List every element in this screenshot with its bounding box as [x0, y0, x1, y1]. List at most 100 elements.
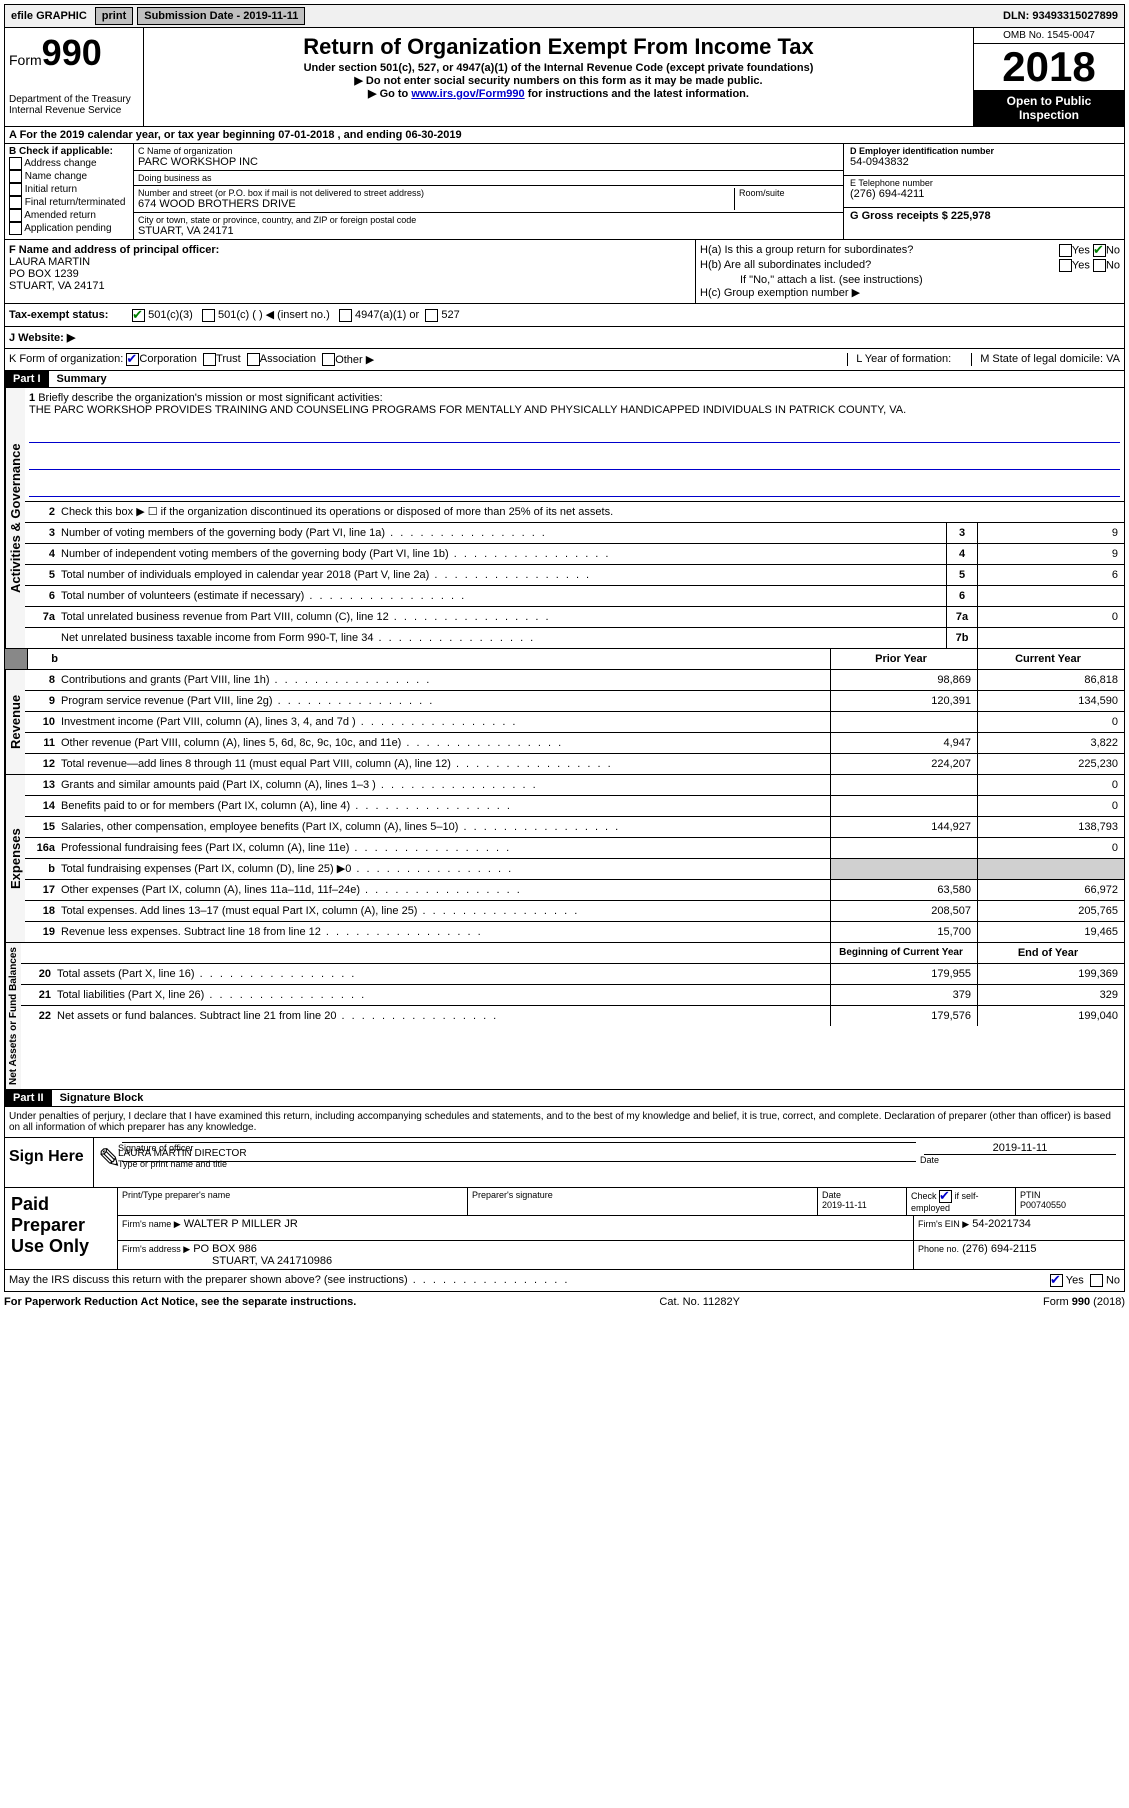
col-de: D Employer identification number 54-0943…: [843, 144, 1124, 239]
chk-501c[interactable]: [202, 309, 215, 322]
ha-yes[interactable]: [1059, 244, 1072, 257]
summary-rev-hdr: b Prior Year Current Year: [4, 649, 1125, 670]
irs-no[interactable]: [1090, 1274, 1103, 1287]
form-number: 990: [42, 32, 102, 73]
chk-amended[interactable]: Amended return: [9, 209, 129, 222]
chk-assoc[interactable]: [247, 353, 260, 366]
data-line: 11Other revenue (Part VIII, column (A), …: [25, 733, 1124, 754]
gov-line: 5Total number of individuals employed in…: [25, 565, 1124, 586]
hb-yes[interactable]: [1059, 259, 1072, 272]
data-line: 9Program service revenue (Part VIII, lin…: [25, 691, 1124, 712]
dba-label: Doing business as: [138, 173, 839, 183]
prior-year-hdr: Prior Year: [830, 649, 977, 669]
chk-address-change[interactable]: Address change: [9, 157, 129, 170]
prep-h2: Preparer's signature: [468, 1188, 818, 1215]
officer-addr2: STUART, VA 24171: [9, 280, 691, 292]
data-line: 13Grants and similar amounts paid (Part …: [25, 775, 1124, 796]
tab-revenue: Revenue: [5, 670, 25, 774]
org-name: PARC WORKSHOP INC: [138, 156, 839, 168]
page-footer: For Paperwork Reduction Act Notice, see …: [4, 1292, 1125, 1312]
chk-final-return[interactable]: Final return/terminated: [9, 196, 129, 209]
form-word: Form: [9, 52, 42, 68]
d-label: D Employer identification number: [850, 146, 1118, 156]
chk-corp[interactable]: [126, 353, 139, 366]
begin-year-hdr: Beginning of Current Year: [830, 943, 977, 963]
chk-527[interactable]: [425, 309, 438, 322]
officer-addr1: PO BOX 1239: [9, 268, 691, 280]
row-i: Tax-exempt status: 501(c)(3) 501(c) ( ) …: [4, 304, 1125, 327]
data-line: bTotal fundraising expenses (Part IX, co…: [25, 859, 1124, 880]
chk-application-pending[interactable]: Application pending: [9, 222, 129, 235]
data-line: 12Total revenue—add lines 8 through 11 (…: [25, 754, 1124, 774]
data-line: 17Other expenses (Part IX, column (A), l…: [25, 880, 1124, 901]
ein-value: 54-0943832: [850, 156, 1118, 168]
col-h: H(a) Is this a group return for subordin…: [696, 240, 1124, 303]
f-label: F Name and address of principal officer:: [9, 244, 691, 256]
data-line: 22Net assets or fund balances. Subtract …: [21, 1006, 1124, 1026]
irs-yes[interactable]: [1050, 1274, 1063, 1287]
gov-line: 2Check this box ▶ ☐ if the organization …: [25, 502, 1124, 523]
data-line: 10Investment income (Part VIII, column (…: [25, 712, 1124, 733]
print-button[interactable]: print: [95, 7, 133, 25]
data-line: 18Total expenses. Add lines 13–17 (must …: [25, 901, 1124, 922]
data-line: 16aProfessional fundraising fees (Part I…: [25, 838, 1124, 859]
submission-date-button[interactable]: Submission Date - 2019-11-11: [137, 7, 305, 25]
officer-name: LAURA MARTIN: [9, 256, 691, 268]
sig-name-label: Type or print name and title: [118, 1159, 920, 1169]
prep-h3: Date2019-11-11: [818, 1188, 907, 1215]
form-title: Return of Organization Exempt From Incom…: [150, 34, 967, 60]
m-label: M State of legal domicile: VA: [971, 353, 1120, 366]
chk-other[interactable]: [322, 353, 335, 366]
hb-no[interactable]: [1093, 259, 1106, 272]
mission-block: 1 Briefly describe the organization's mi…: [25, 388, 1124, 502]
chk-name-change[interactable]: Name change: [9, 170, 129, 183]
chk-4947[interactable]: [339, 309, 352, 322]
chk-initial-return[interactable]: Initial return: [9, 183, 129, 196]
prep-label: Paid Preparer Use Only: [5, 1188, 118, 1269]
header-right: OMB No. 1545-0047 2018 Open to Public In…: [973, 28, 1124, 126]
prep-h4: Check if self-employed: [907, 1188, 1016, 1215]
gov-line: 7aTotal unrelated business revenue from …: [25, 607, 1124, 628]
chk-trust[interactable]: [203, 353, 216, 366]
mission-text: THE PARC WORKSHOP PROVIDES TRAINING AND …: [29, 404, 906, 416]
irs-discuss-row: May the IRS discuss this return with the…: [4, 1270, 1125, 1292]
part1-badge: Part I: [5, 371, 49, 387]
mission-line3: [29, 482, 1120, 497]
form990-link[interactable]: www.irs.gov/Form990: [411, 88, 524, 100]
footer-right: Form 990 (2018): [1043, 1296, 1125, 1308]
current-year-hdr: Current Year: [977, 649, 1124, 669]
city-label: City or town, state or province, country…: [138, 215, 839, 225]
data-line: 8Contributions and grants (Part VIII, li…: [25, 670, 1124, 691]
gov-line: 3Number of voting members of the governi…: [25, 523, 1124, 544]
gov-line: 4Number of independent voting members of…: [25, 544, 1124, 565]
part1-header: Part I Summary: [4, 371, 1125, 388]
c-name-label: C Name of organization: [138, 146, 839, 156]
col-f: F Name and address of principal officer:…: [5, 240, 696, 303]
prep-h5: PTINP00740550: [1016, 1188, 1124, 1215]
chk-501c3[interactable]: [132, 309, 145, 322]
end-year-hdr: End of Year: [977, 943, 1124, 963]
tab-expenses: Expenses: [5, 775, 25, 942]
firm-ein-cell: Firm's EIN ▶ 54-2021734: [914, 1216, 1124, 1240]
chk-self-employed[interactable]: [939, 1190, 952, 1203]
top-toolbar: efile GRAPHIC print Submission Date - 20…: [4, 4, 1125, 28]
mission-label: Briefly describe the organization's miss…: [38, 392, 382, 404]
arrow-note-1: ▶ Do not enter social security numbers o…: [148, 74, 969, 87]
k-label: K Form of organization:: [9, 353, 123, 366]
col-c: C Name of organization PARC WORKSHOP INC…: [134, 144, 843, 239]
firm-name-cell: Firm's name ▶ WALTER P MILLER JR: [118, 1216, 914, 1240]
gov-line: Net unrelated business taxable income fr…: [25, 628, 1124, 648]
g-label: G Gross receipts $ 225,978: [850, 210, 991, 222]
org-address: 674 WOOD BROTHERS DRIVE: [138, 198, 734, 210]
header-mid: Return of Organization Exempt From Incom…: [144, 28, 973, 126]
data-line: 15Salaries, other compensation, employee…: [25, 817, 1124, 838]
hb-note: If "No," attach a list. (see instruction…: [700, 274, 1120, 286]
dln-label: DLN: 93493315027899: [997, 8, 1124, 24]
sig-name: LAURA MARTIN DIRECTOR: [118, 1148, 920, 1159]
mission-line2: [29, 455, 1120, 470]
mission-line1: [29, 428, 1120, 443]
addr-label: Number and street (or P.O. box if mail i…: [138, 188, 734, 198]
signature-block: Under penalties of perjury, I declare th…: [4, 1107, 1125, 1188]
pen-icon: ✎: [98, 1142, 118, 1183]
ha-no[interactable]: [1093, 244, 1106, 257]
